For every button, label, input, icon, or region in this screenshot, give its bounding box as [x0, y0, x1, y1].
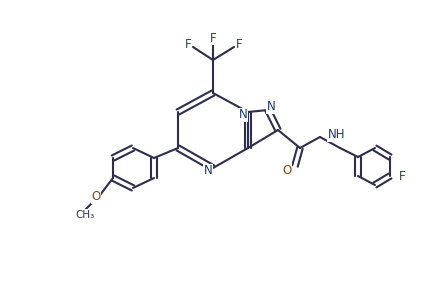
Text: N: N	[204, 165, 213, 178]
Text: O: O	[282, 163, 292, 176]
Text: CH₃: CH₃	[75, 210, 95, 220]
Text: NH: NH	[328, 128, 345, 142]
Text: F: F	[235, 37, 242, 50]
Text: N: N	[239, 108, 247, 121]
Text: F: F	[399, 169, 405, 182]
Text: O: O	[91, 191, 101, 204]
Text: F: F	[209, 31, 217, 44]
Text: N: N	[267, 101, 275, 114]
Text: F: F	[185, 37, 191, 50]
